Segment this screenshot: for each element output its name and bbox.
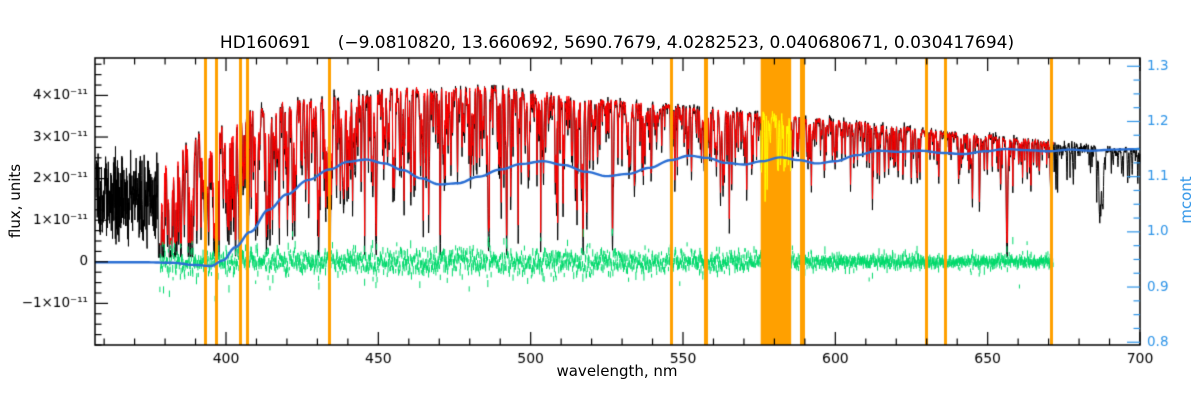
plot-title: HD160691 (−9.0810820, 13.660692, 5690.76… [219,33,1015,53]
y-axis-label-mcont: mcont [1177,176,1195,224]
y-axis-label-flux: flux, units [6,163,24,239]
x-axis-label: wavelength, nm [556,362,678,380]
